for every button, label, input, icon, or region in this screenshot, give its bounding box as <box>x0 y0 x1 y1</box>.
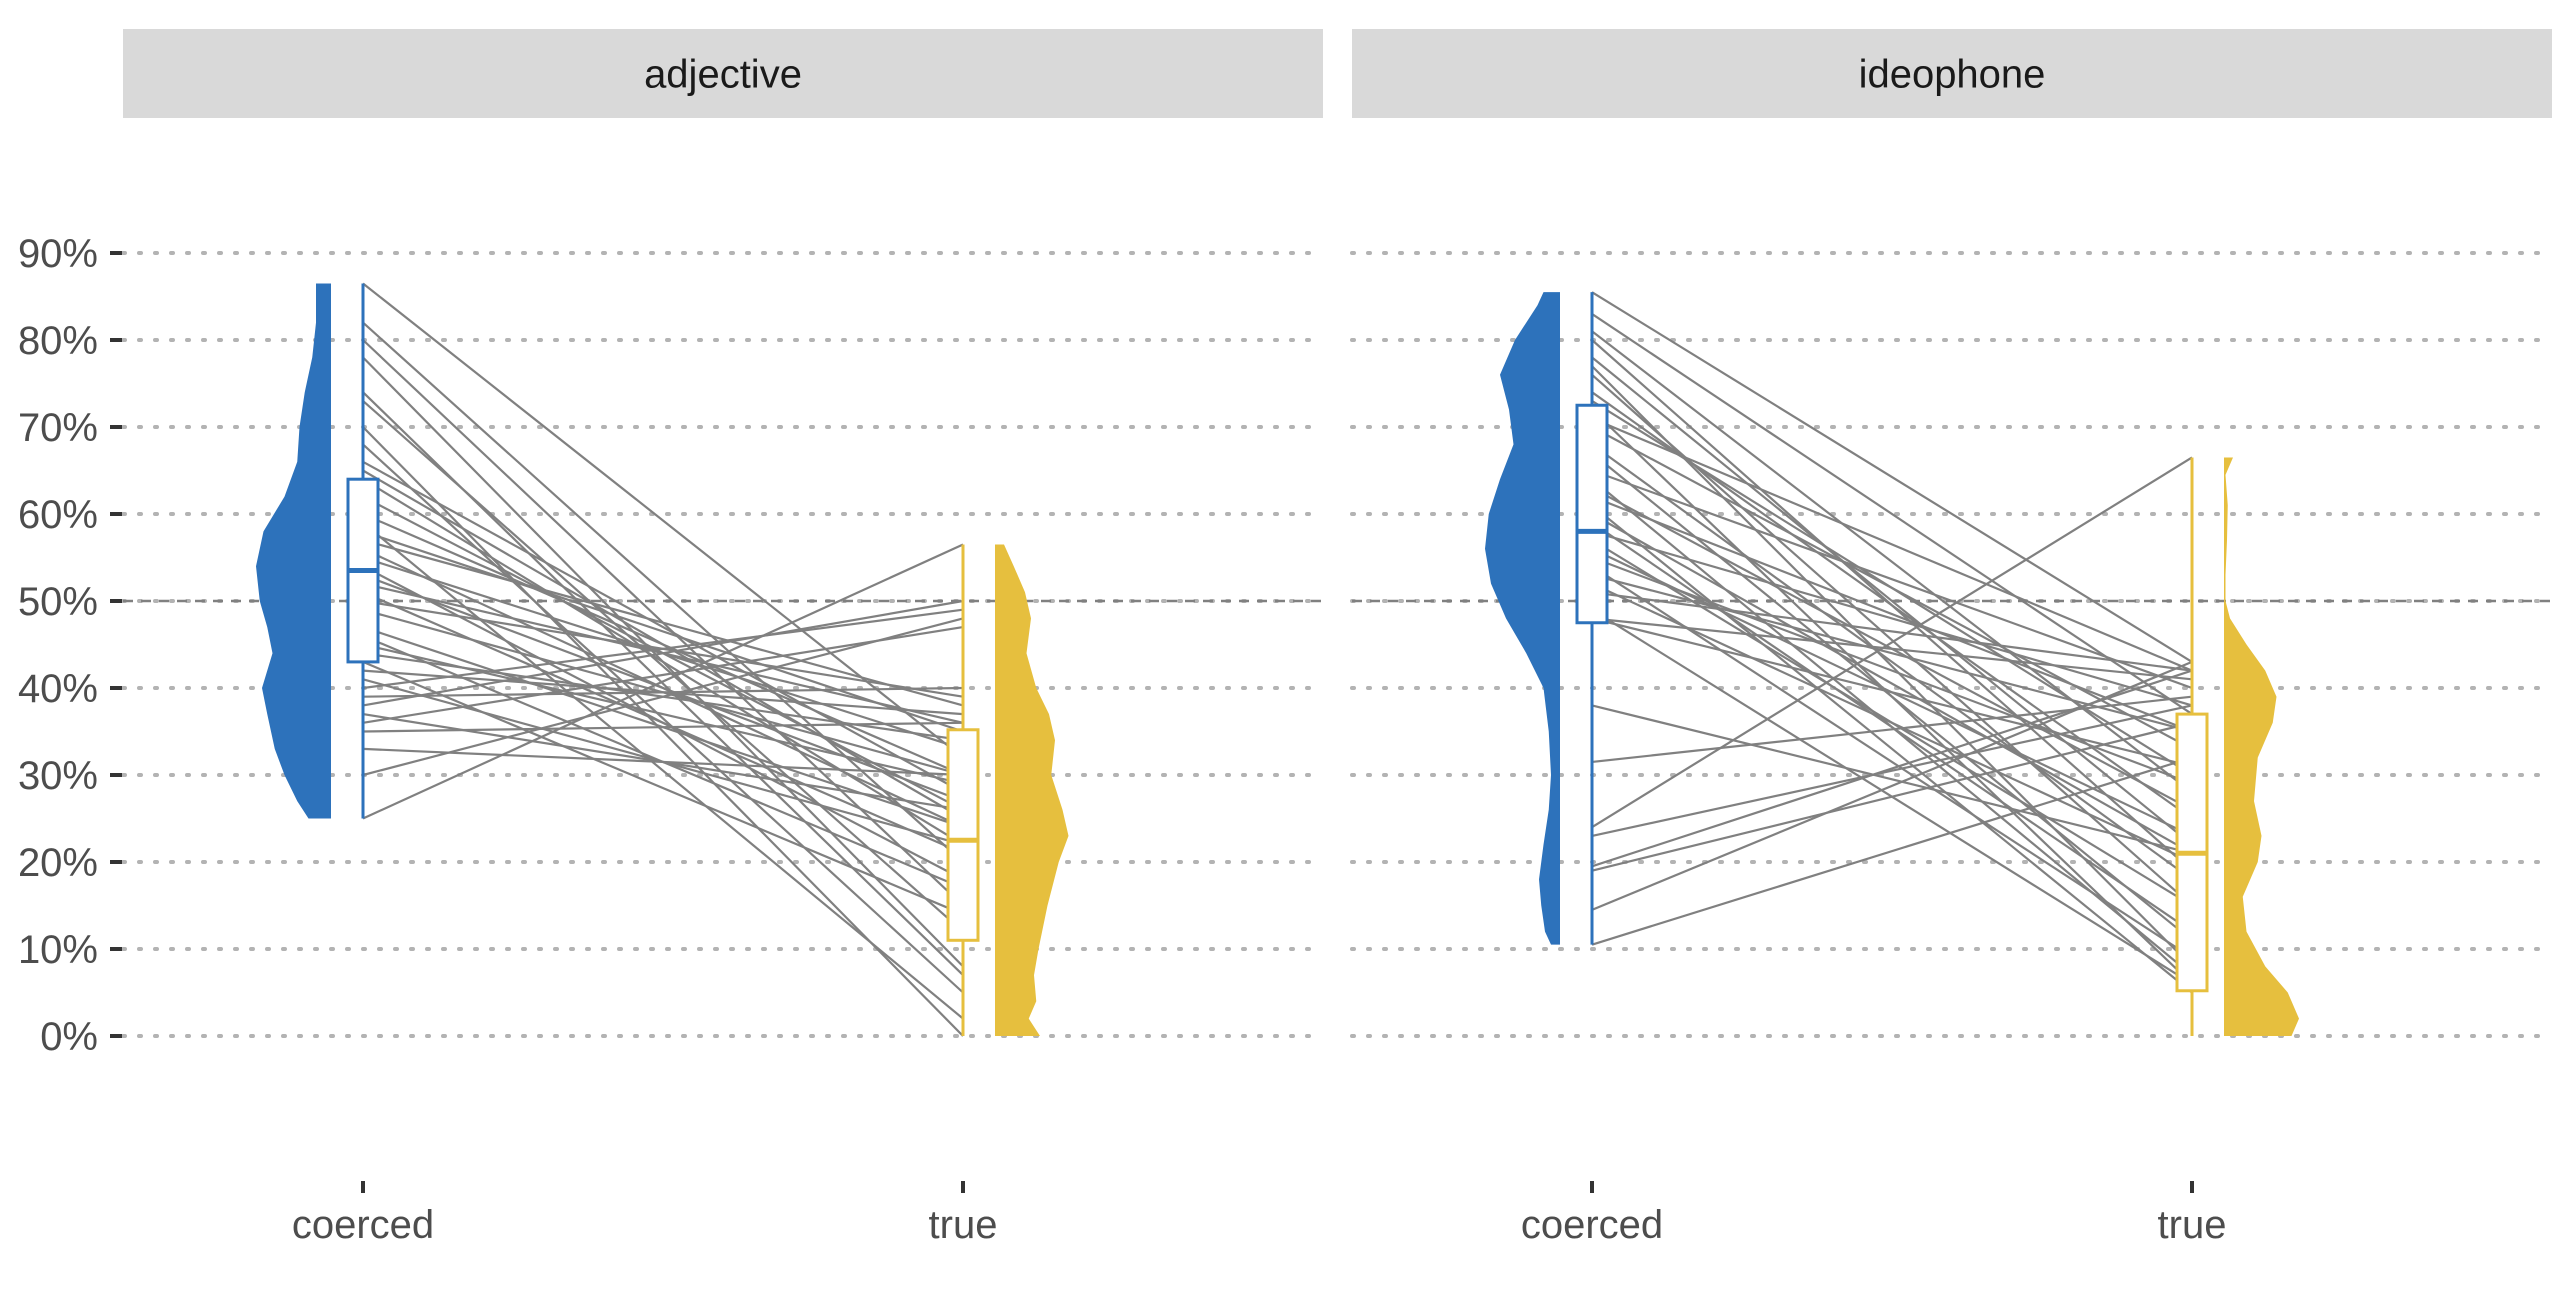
paired-line <box>1591 456 2193 829</box>
paired-line <box>362 591 964 855</box>
paired-line <box>362 660 964 916</box>
boxplot-true <box>946 544 980 1036</box>
paired-line <box>362 617 964 777</box>
paired-line <box>1591 495 2193 733</box>
y-tick-label: 80% <box>18 319 98 363</box>
paired-line <box>362 539 964 707</box>
paired-line <box>1591 756 2193 946</box>
paired-line <box>362 721 964 733</box>
paired-line <box>362 573 964 803</box>
facet-panel-ideophone <box>1485 291 2299 1036</box>
y-tick-label: 50% <box>18 580 98 624</box>
facet-strip <box>1352 29 2552 118</box>
y-tick-label: 60% <box>18 493 98 537</box>
y-tick-label: 90% <box>18 232 98 276</box>
paired-line <box>362 521 964 1020</box>
paired-line <box>362 478 964 846</box>
paired-line <box>1591 530 2193 707</box>
y-tick-label: 70% <box>18 406 98 450</box>
paired-line <box>1591 443 2193 881</box>
paired-line <box>1591 721 2193 872</box>
paired-line <box>1591 695 2193 764</box>
paired-line <box>1591 617 2193 768</box>
facet-strip <box>123 29 1323 118</box>
paired-line <box>1591 704 2193 837</box>
facet-strip-label: ideophone <box>1859 53 2046 97</box>
x-tick-label: true <box>929 1203 998 1247</box>
paired-line <box>1591 469 2193 690</box>
paired-line <box>362 543 964 820</box>
paired-line <box>1591 660 2193 911</box>
paired-line <box>1591 513 2193 855</box>
paired-line <box>1591 330 2193 794</box>
paired-line <box>1591 356 2193 846</box>
density-cloud-true <box>2224 457 2299 1036</box>
paired-line <box>362 400 964 933</box>
paired-line <box>1591 573 2193 733</box>
density-cloud-coerced <box>256 283 331 819</box>
x-tick-label: true <box>2158 1203 2227 1247</box>
y-tick-label: 0% <box>40 1015 98 1059</box>
paired-line <box>1591 504 2193 994</box>
paired-line <box>1591 565 2193 959</box>
x-axis: coerced true coerced true <box>292 1181 2227 1247</box>
facet-strip-label: adjective <box>644 53 802 97</box>
paired-line <box>1591 291 2193 663</box>
paired-line <box>362 626 964 724</box>
y-tick-label: 30% <box>18 754 98 798</box>
paired-line <box>1591 417 2193 672</box>
y-tick-label: 40% <box>18 667 98 711</box>
y-tick-label: 20% <box>18 841 98 885</box>
y-tick-label: 10% <box>18 928 98 972</box>
paired-line <box>362 599 964 707</box>
boxplot-true <box>2175 457 2209 1036</box>
facet-strips: adjective ideophone <box>123 29 2552 118</box>
paired-line <box>1591 452 2193 942</box>
x-tick-label: coerced <box>292 1203 434 1247</box>
paired-line <box>1591 617 2193 681</box>
x-tick-label: coerced <box>1521 1203 1663 1247</box>
density-cloud-coerced <box>1485 292 1560 945</box>
paired-line <box>1591 426 2193 750</box>
paired-line <box>1591 704 2193 855</box>
paired-line <box>362 512 964 777</box>
paired-line <box>362 443 964 994</box>
paired-line <box>362 321 964 863</box>
boxplot-coerced <box>1575 292 1609 945</box>
paired-line <box>1591 582 2193 863</box>
paired-line <box>1591 312 2193 716</box>
paired-line <box>362 530 964 733</box>
paired-line <box>362 747 964 777</box>
paired-line <box>1591 591 2193 672</box>
facet-panels <box>256 282 2299 1037</box>
density-cloud-true <box>995 544 1069 1036</box>
paired-line <box>1591 521 2193 933</box>
box-iqr <box>946 728 980 942</box>
y-axis: 0% 10% 20% 30% 40% 50% 60% 70% 80% 90% <box>18 232 122 1059</box>
paired-line <box>1591 365 2193 968</box>
paired-line <box>362 686 964 698</box>
paired-line <box>362 460 964 794</box>
paired-line <box>362 608 964 690</box>
facet-panel-adjective <box>256 282 1069 1037</box>
box-iqr <box>1575 403 1609 625</box>
paired-line <box>1591 556 2193 785</box>
boxplot-coerced <box>346 283 380 819</box>
paired-line <box>362 282 964 759</box>
